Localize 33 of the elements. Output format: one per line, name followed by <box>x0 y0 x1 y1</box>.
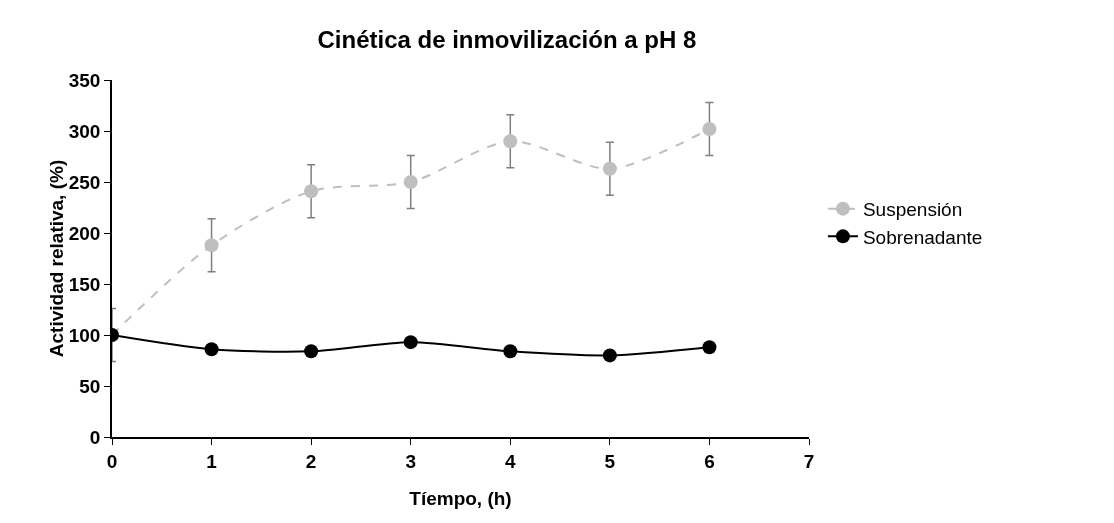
x-tick-label: 4 <box>505 450 516 472</box>
x-tick-label: 2 <box>305 450 317 472</box>
point <box>403 175 418 189</box>
point <box>304 184 319 199</box>
point <box>702 121 717 136</box>
point <box>602 348 617 363</box>
y-tick-label: 300 <box>68 120 101 142</box>
point <box>602 161 617 176</box>
chart-title: Cinética de inmovilización a pH 8 <box>317 26 697 54</box>
y-tick-label: 150 <box>68 273 101 295</box>
x-tick-label: 5 <box>604 450 616 472</box>
point <box>503 134 518 149</box>
y-tick-label: 100 <box>68 324 101 346</box>
y-tick-label: 250 <box>68 171 101 193</box>
point <box>204 342 219 357</box>
legend-label: Suspensión <box>862 199 963 221</box>
x-tick-label: 6 <box>704 450 715 472</box>
point <box>304 344 319 359</box>
point <box>702 340 717 355</box>
point <box>204 238 219 253</box>
x-tick-label: 0 <box>106 450 118 472</box>
legend-label: Sobrenadante <box>862 226 983 248</box>
point <box>403 335 418 350</box>
x-tick-label: 1 <box>206 450 218 472</box>
y-tick-label: 350 <box>68 69 101 91</box>
point <box>503 344 518 359</box>
y-tick-label: 200 <box>68 222 101 244</box>
x-tick-label: 3 <box>405 450 416 472</box>
y-tick-label: 0 <box>89 426 101 448</box>
y-axis-title: Actividad relativa, (%) <box>45 159 67 358</box>
x-tick-label: 7 <box>803 450 815 472</box>
x-axis-title: Tíempo, (h) <box>409 487 512 509</box>
y-tick-label: 50 <box>79 375 101 397</box>
